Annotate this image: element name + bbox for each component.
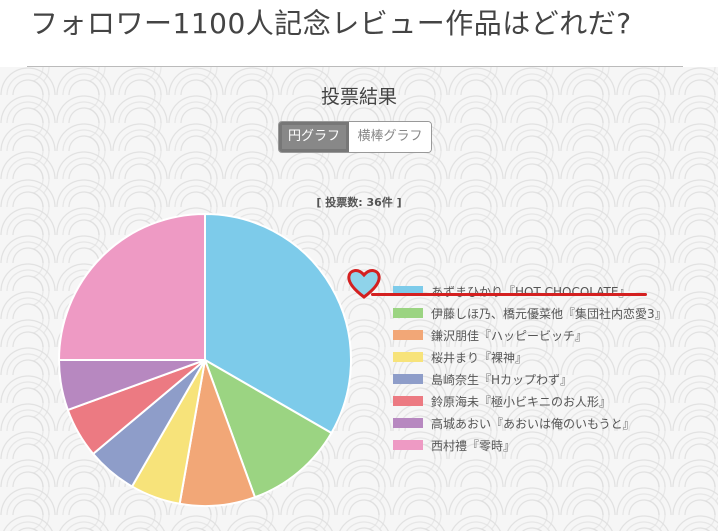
legend-item[interactable]: 鎌沢朋佳『ハッピービッチ』	[393, 324, 713, 346]
chart-legend: あずまひかり『HOT CHOCOLATE』伊藤しほ乃、橋元優菜他『集団社内恋愛3…	[393, 280, 713, 456]
pie-slice[interactable]	[203, 357, 333, 499]
legend-label: 鈴原海未『極小ビキニのお人形』	[431, 394, 612, 409]
pie-slice[interactable]	[57, 212, 206, 361]
title-divider	[27, 66, 683, 67]
legend-item[interactable]: 島崎奈生『Hカップわず』	[393, 368, 713, 390]
legend-item[interactable]: 西村禮『零時』	[393, 434, 713, 456]
pie-chart	[57, 212, 352, 507]
legend-item[interactable]: 桜井まり『裸神』	[393, 346, 713, 368]
highlight-underline	[371, 293, 647, 296]
legend-swatch	[393, 330, 423, 340]
legend-label: 伊藤しほ乃、橋元優菜他『集団社内恋愛3』	[431, 306, 667, 321]
legend-swatch	[393, 418, 423, 428]
legend-label: 桜井まり『裸神』	[431, 350, 528, 365]
legend-swatch	[393, 396, 423, 406]
legend-swatch	[393, 374, 423, 384]
vote-count: [ 投票数: 36件 ]	[316, 196, 402, 209]
results-title: 投票結果	[320, 86, 397, 108]
tab-pie-chart[interactable]: 円グラフ	[279, 122, 349, 152]
pie-slice[interactable]	[204, 212, 352, 435]
tab-bar-chart[interactable]: 横棒グラフ	[349, 122, 431, 152]
legend-swatch	[393, 308, 423, 318]
heart-icon	[347, 269, 381, 299]
chart-type-toggle: 円グラフ 横棒グラフ	[278, 121, 432, 153]
legend-item[interactable]: あずまひかり『HOT CHOCOLATE』	[393, 280, 713, 302]
legend-label: 高城あおい『あおいは俺のいもうと』	[431, 416, 635, 431]
page-title: フォロワー1100人記念レビュー作品はどれだ?	[30, 7, 632, 40]
legend-swatch	[393, 352, 423, 362]
legend-label: 西村禮『零時』	[431, 438, 516, 453]
legend-label: 島崎奈生『Hカップわず』	[431, 372, 573, 387]
legend-item[interactable]: 鈴原海未『極小ビキニのお人形』	[393, 390, 713, 412]
legend-item[interactable]: 高城あおい『あおいは俺のいもうと』	[393, 412, 713, 434]
legend-swatch	[393, 286, 423, 296]
legend-label: あずまひかり『HOT CHOCOLATE』	[431, 284, 631, 299]
legend-item[interactable]: 伊藤しほ乃、橋元優菜他『集団社内恋愛3』	[393, 302, 713, 324]
legend-swatch	[393, 440, 423, 450]
legend-label: 鎌沢朋佳『ハッピービッチ』	[431, 328, 588, 343]
